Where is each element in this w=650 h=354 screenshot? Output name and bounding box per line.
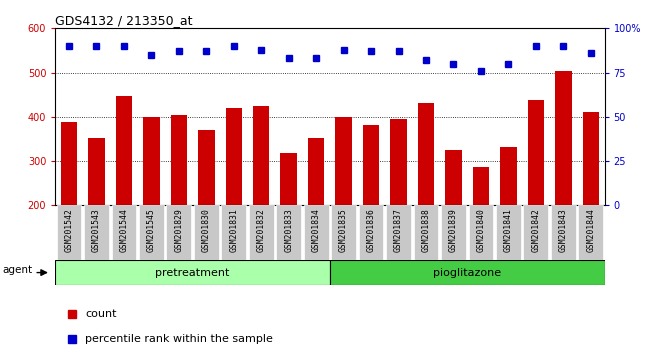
- Bar: [253, 106, 270, 205]
- Text: pretreatment: pretreatment: [155, 268, 229, 278]
- Bar: [418, 103, 434, 205]
- FancyBboxPatch shape: [496, 205, 521, 260]
- FancyBboxPatch shape: [304, 205, 328, 260]
- Bar: [390, 119, 407, 205]
- Bar: [473, 167, 489, 205]
- Bar: [500, 147, 517, 205]
- Bar: [88, 138, 105, 205]
- Bar: [335, 117, 352, 205]
- Text: percentile rank within the sample: percentile rank within the sample: [85, 334, 274, 344]
- Text: GSM201829: GSM201829: [174, 208, 183, 252]
- Bar: [363, 125, 380, 205]
- Text: GSM201842: GSM201842: [531, 208, 540, 252]
- Bar: [308, 138, 324, 205]
- FancyBboxPatch shape: [330, 260, 604, 285]
- Text: GSM201837: GSM201837: [394, 208, 403, 252]
- Text: GSM201544: GSM201544: [120, 208, 129, 252]
- Text: GSM201834: GSM201834: [311, 208, 320, 252]
- FancyBboxPatch shape: [57, 205, 81, 260]
- Text: GSM201836: GSM201836: [367, 208, 376, 252]
- FancyBboxPatch shape: [276, 205, 301, 260]
- FancyBboxPatch shape: [55, 260, 330, 285]
- Bar: [226, 108, 242, 205]
- FancyBboxPatch shape: [578, 205, 603, 260]
- FancyBboxPatch shape: [249, 205, 274, 260]
- Text: agent: agent: [3, 265, 33, 275]
- Bar: [170, 115, 187, 205]
- Text: GSM201542: GSM201542: [64, 208, 73, 252]
- Text: GSM201830: GSM201830: [202, 208, 211, 252]
- Text: GDS4132 / 213350_at: GDS4132 / 213350_at: [55, 14, 193, 27]
- FancyBboxPatch shape: [222, 205, 246, 260]
- Text: GSM201543: GSM201543: [92, 208, 101, 252]
- Bar: [198, 130, 214, 205]
- FancyBboxPatch shape: [386, 205, 411, 260]
- FancyBboxPatch shape: [194, 205, 218, 260]
- Text: GSM201838: GSM201838: [421, 208, 430, 252]
- Text: GSM201841: GSM201841: [504, 208, 513, 252]
- Text: GSM201844: GSM201844: [586, 208, 595, 252]
- FancyBboxPatch shape: [332, 205, 356, 260]
- Text: count: count: [85, 309, 117, 319]
- FancyBboxPatch shape: [359, 205, 383, 260]
- FancyBboxPatch shape: [469, 205, 493, 260]
- FancyBboxPatch shape: [441, 205, 466, 260]
- FancyBboxPatch shape: [139, 205, 164, 260]
- Bar: [528, 99, 544, 205]
- Text: pioglitazone: pioglitazone: [433, 268, 501, 278]
- Text: GSM201835: GSM201835: [339, 208, 348, 252]
- FancyBboxPatch shape: [413, 205, 438, 260]
- FancyBboxPatch shape: [551, 205, 576, 260]
- Bar: [116, 96, 132, 205]
- Bar: [555, 71, 571, 205]
- Bar: [60, 122, 77, 205]
- Bar: [445, 149, 462, 205]
- Text: GSM201839: GSM201839: [449, 208, 458, 252]
- Text: GSM201832: GSM201832: [257, 208, 266, 252]
- Text: GSM201831: GSM201831: [229, 208, 239, 252]
- Bar: [582, 112, 599, 205]
- Text: GSM201545: GSM201545: [147, 208, 156, 252]
- Text: GSM201833: GSM201833: [284, 208, 293, 252]
- FancyBboxPatch shape: [523, 205, 548, 260]
- Bar: [143, 117, 160, 205]
- Bar: [280, 153, 297, 205]
- FancyBboxPatch shape: [112, 205, 136, 260]
- FancyBboxPatch shape: [84, 205, 109, 260]
- FancyBboxPatch shape: [166, 205, 191, 260]
- Text: GSM201843: GSM201843: [559, 208, 568, 252]
- Text: GSM201840: GSM201840: [476, 208, 486, 252]
